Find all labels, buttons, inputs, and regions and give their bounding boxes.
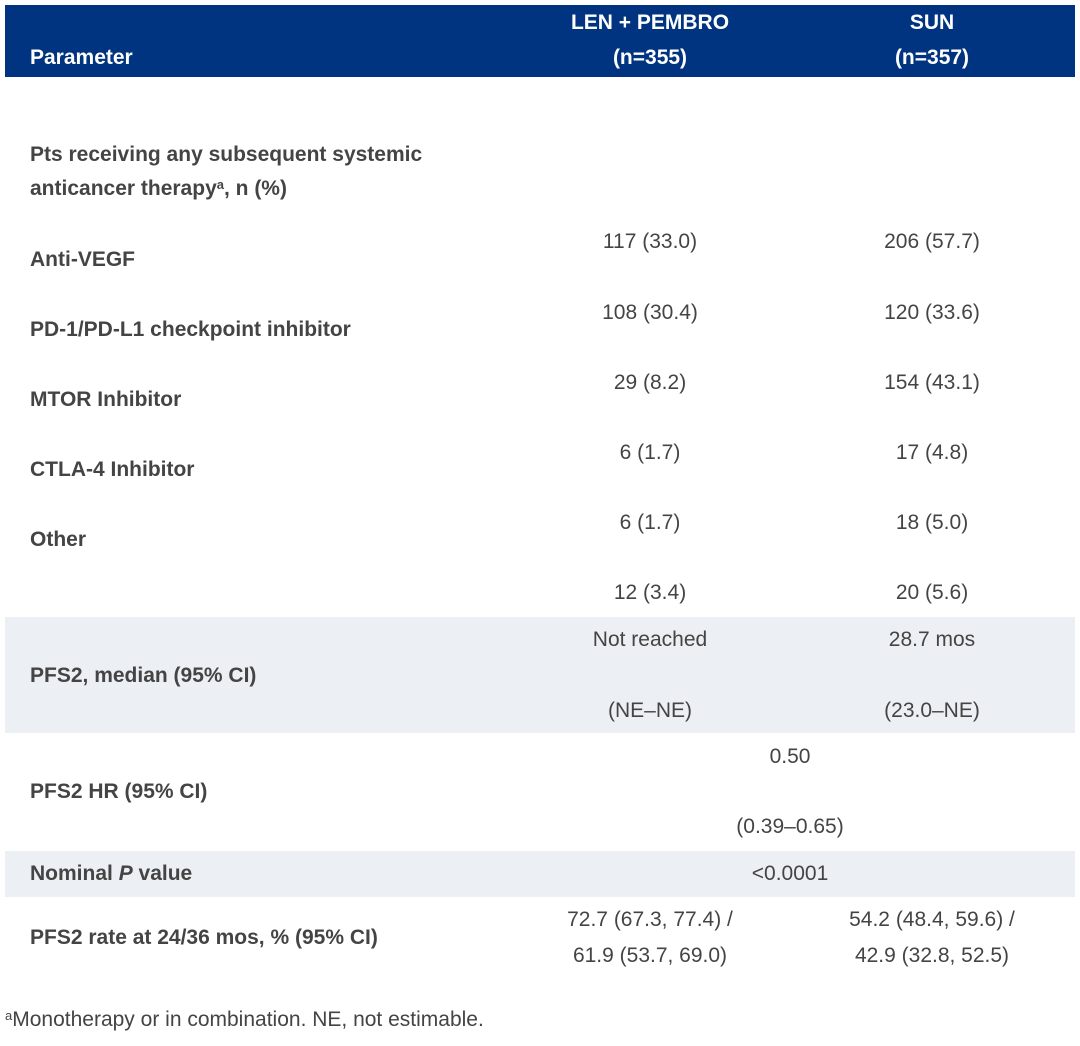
- header-sun-n: (n=357): [894, 46, 970, 69]
- table-header: [5, 5, 1075, 77]
- row-shade: [5, 851, 1075, 897]
- header-sun: SUN: [909, 11, 955, 34]
- row-shade: [5, 617, 1075, 733]
- section-label-line2: anticancer therapya, n (%): [30, 177, 287, 200]
- header-len-pembro-n: (n=355): [612, 46, 688, 69]
- header-parameter: Parameter: [30, 46, 133, 69]
- header-len-pembro: LEN + PEMBRO: [570, 11, 730, 34]
- section-label-line1: Pts receiving any subsequent systemic: [30, 143, 423, 166]
- footnote: aMonotherapy or in combination. NE, not …: [5, 1008, 484, 1031]
